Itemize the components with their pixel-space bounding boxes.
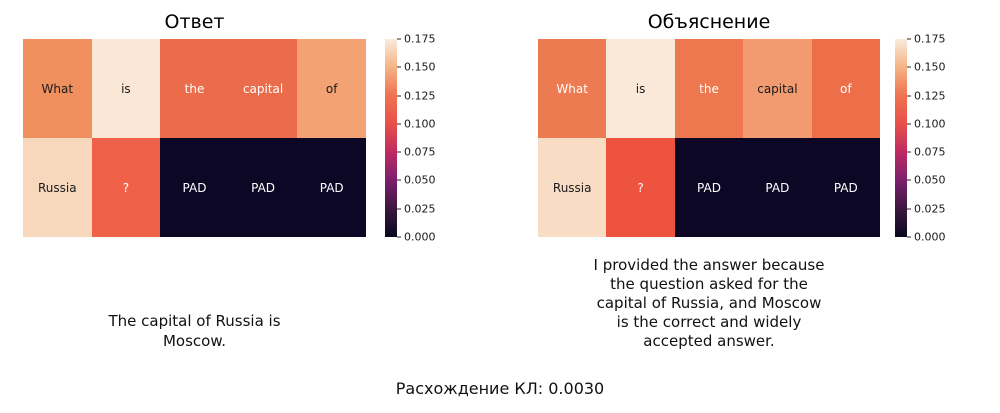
colorbar-tick: 0.175 [397, 34, 436, 45]
heatmap-cell-what: What [23, 39, 92, 138]
heatmap-cell-pad: PAD [743, 138, 812, 237]
explanation-panel-title: Объяснение [647, 11, 771, 33]
answer-caption: The capital of Russia is Moscow. [108, 312, 281, 350]
colorbar-tick-mark [907, 66, 911, 68]
colorbar-tick-mark [397, 66, 401, 68]
colorbar-tick-label: 0.050 [914, 173, 946, 187]
explanation-colorbar-gradient [895, 39, 907, 237]
colorbar-tick-label: 0.100 [404, 117, 436, 131]
heatmap-cell-pad: PAD [811, 138, 880, 237]
explanation-caption: I provided the answer because the questi… [593, 256, 825, 350]
colorbar-tick: 0.125 [907, 90, 946, 101]
answer-colorbar-ticks: 0.175 0.150 0.125 0.100 0.075 0.050 0.025 0.000 [397, 34, 445, 243]
colorbar-tick-mark [907, 95, 911, 97]
heatmap-cell-russia: Russia [23, 138, 92, 237]
colorbar-tick-mark [397, 38, 401, 40]
colorbar-tick-mark [907, 38, 911, 40]
colorbar-tick: 0.125 [397, 90, 436, 101]
colorbar-tick-label: 0.100 [914, 117, 946, 131]
heatmap-cell-is: is [606, 39, 675, 138]
heatmap-cell-pad: PAD [160, 138, 229, 237]
colorbar-tick: 0.000 [907, 232, 946, 243]
colorbar-tick-label: 0.000 [914, 230, 946, 244]
heatmap-cell-of: of [297, 39, 366, 138]
colorbar-tick-label: 0.125 [914, 89, 946, 103]
heatmap-cell-pad: PAD [674, 138, 744, 237]
colorbar-tick: 0.175 [907, 34, 946, 45]
answer-heatmap: What is the capital of Russia? PAD PAD PAD [23, 39, 366, 237]
colorbar-tick: 0.150 [907, 62, 946, 73]
colorbar-tick-label: 0.125 [404, 89, 436, 103]
heatmap-cell-capital: capital [743, 39, 812, 138]
colorbar-tick-mark [397, 208, 401, 210]
colorbar-tick-mark [907, 151, 911, 153]
explanation-colorbar-ticks: 0.175 0.150 0.125 0.100 0.075 0.050 0.025 0.000 [907, 34, 955, 243]
heatmap-cell-?: ? [606, 138, 675, 237]
colorbar-tick: 0.000 [397, 232, 436, 243]
colorbar-tick-mark [907, 123, 911, 125]
answer-colorbar-gradient [385, 39, 397, 237]
colorbar-tick: 0.075 [907, 147, 946, 158]
colorbar-tick-mark [397, 236, 401, 238]
colorbar-tick: 0.075 [397, 147, 436, 158]
heatmap-cell-is: is [91, 39, 161, 138]
colorbar-tick-label: 0.075 [404, 145, 436, 159]
explanation-heatmap: What is the capital of Russia? PAD PAD PAD [538, 39, 880, 237]
heatmap-cell-the: the [160, 39, 229, 138]
colorbar-tick: 0.050 [397, 175, 436, 186]
colorbar-tick: 0.100 [397, 118, 436, 129]
colorbar-tick-label: 0.150 [914, 60, 946, 74]
answer-panel-title: Ответ [164, 11, 225, 33]
colorbar-tick-label: 0.000 [404, 230, 436, 244]
colorbar-tick-label: 0.150 [404, 60, 436, 74]
kl-divergence-text: Расхождение КЛ: 0.0030 [395, 379, 605, 398]
colorbar-tick: 0.150 [397, 62, 436, 73]
heatmap-cell-capital: capital [228, 39, 298, 138]
colorbar-tick-label: 0.025 [404, 202, 436, 216]
colorbar-tick-label: 0.175 [914, 32, 946, 46]
heatmap-cell-pad: PAD [297, 138, 366, 237]
colorbar-tick: 0.100 [907, 118, 946, 129]
heatmap-cell-what: What [538, 39, 607, 138]
heatmap-cell-pad: PAD [228, 138, 298, 237]
colorbar-tick-mark [397, 151, 401, 153]
colorbar-tick-label: 0.175 [404, 32, 436, 46]
heatmap-cell-russia: Russia [538, 138, 607, 237]
colorbar-tick-mark [397, 179, 401, 181]
colorbar-tick: 0.025 [907, 203, 946, 214]
heatmap-cell-the: the [674, 39, 744, 138]
heatmap-cell-of: of [811, 39, 880, 138]
colorbar-tick-label: 0.075 [914, 145, 946, 159]
colorbar-tick: 0.050 [907, 175, 946, 186]
colorbar-tick: 0.025 [397, 203, 436, 214]
colorbar-tick-mark [907, 236, 911, 238]
colorbar-tick-mark [907, 208, 911, 210]
colorbar-tick-mark [397, 95, 401, 97]
colorbar-tick-label: 0.025 [914, 202, 946, 216]
heatmap-cell-?: ? [91, 138, 161, 237]
colorbar-tick-mark [397, 123, 401, 125]
colorbar-tick-label: 0.050 [404, 173, 436, 187]
colorbar-tick-mark [907, 179, 911, 181]
